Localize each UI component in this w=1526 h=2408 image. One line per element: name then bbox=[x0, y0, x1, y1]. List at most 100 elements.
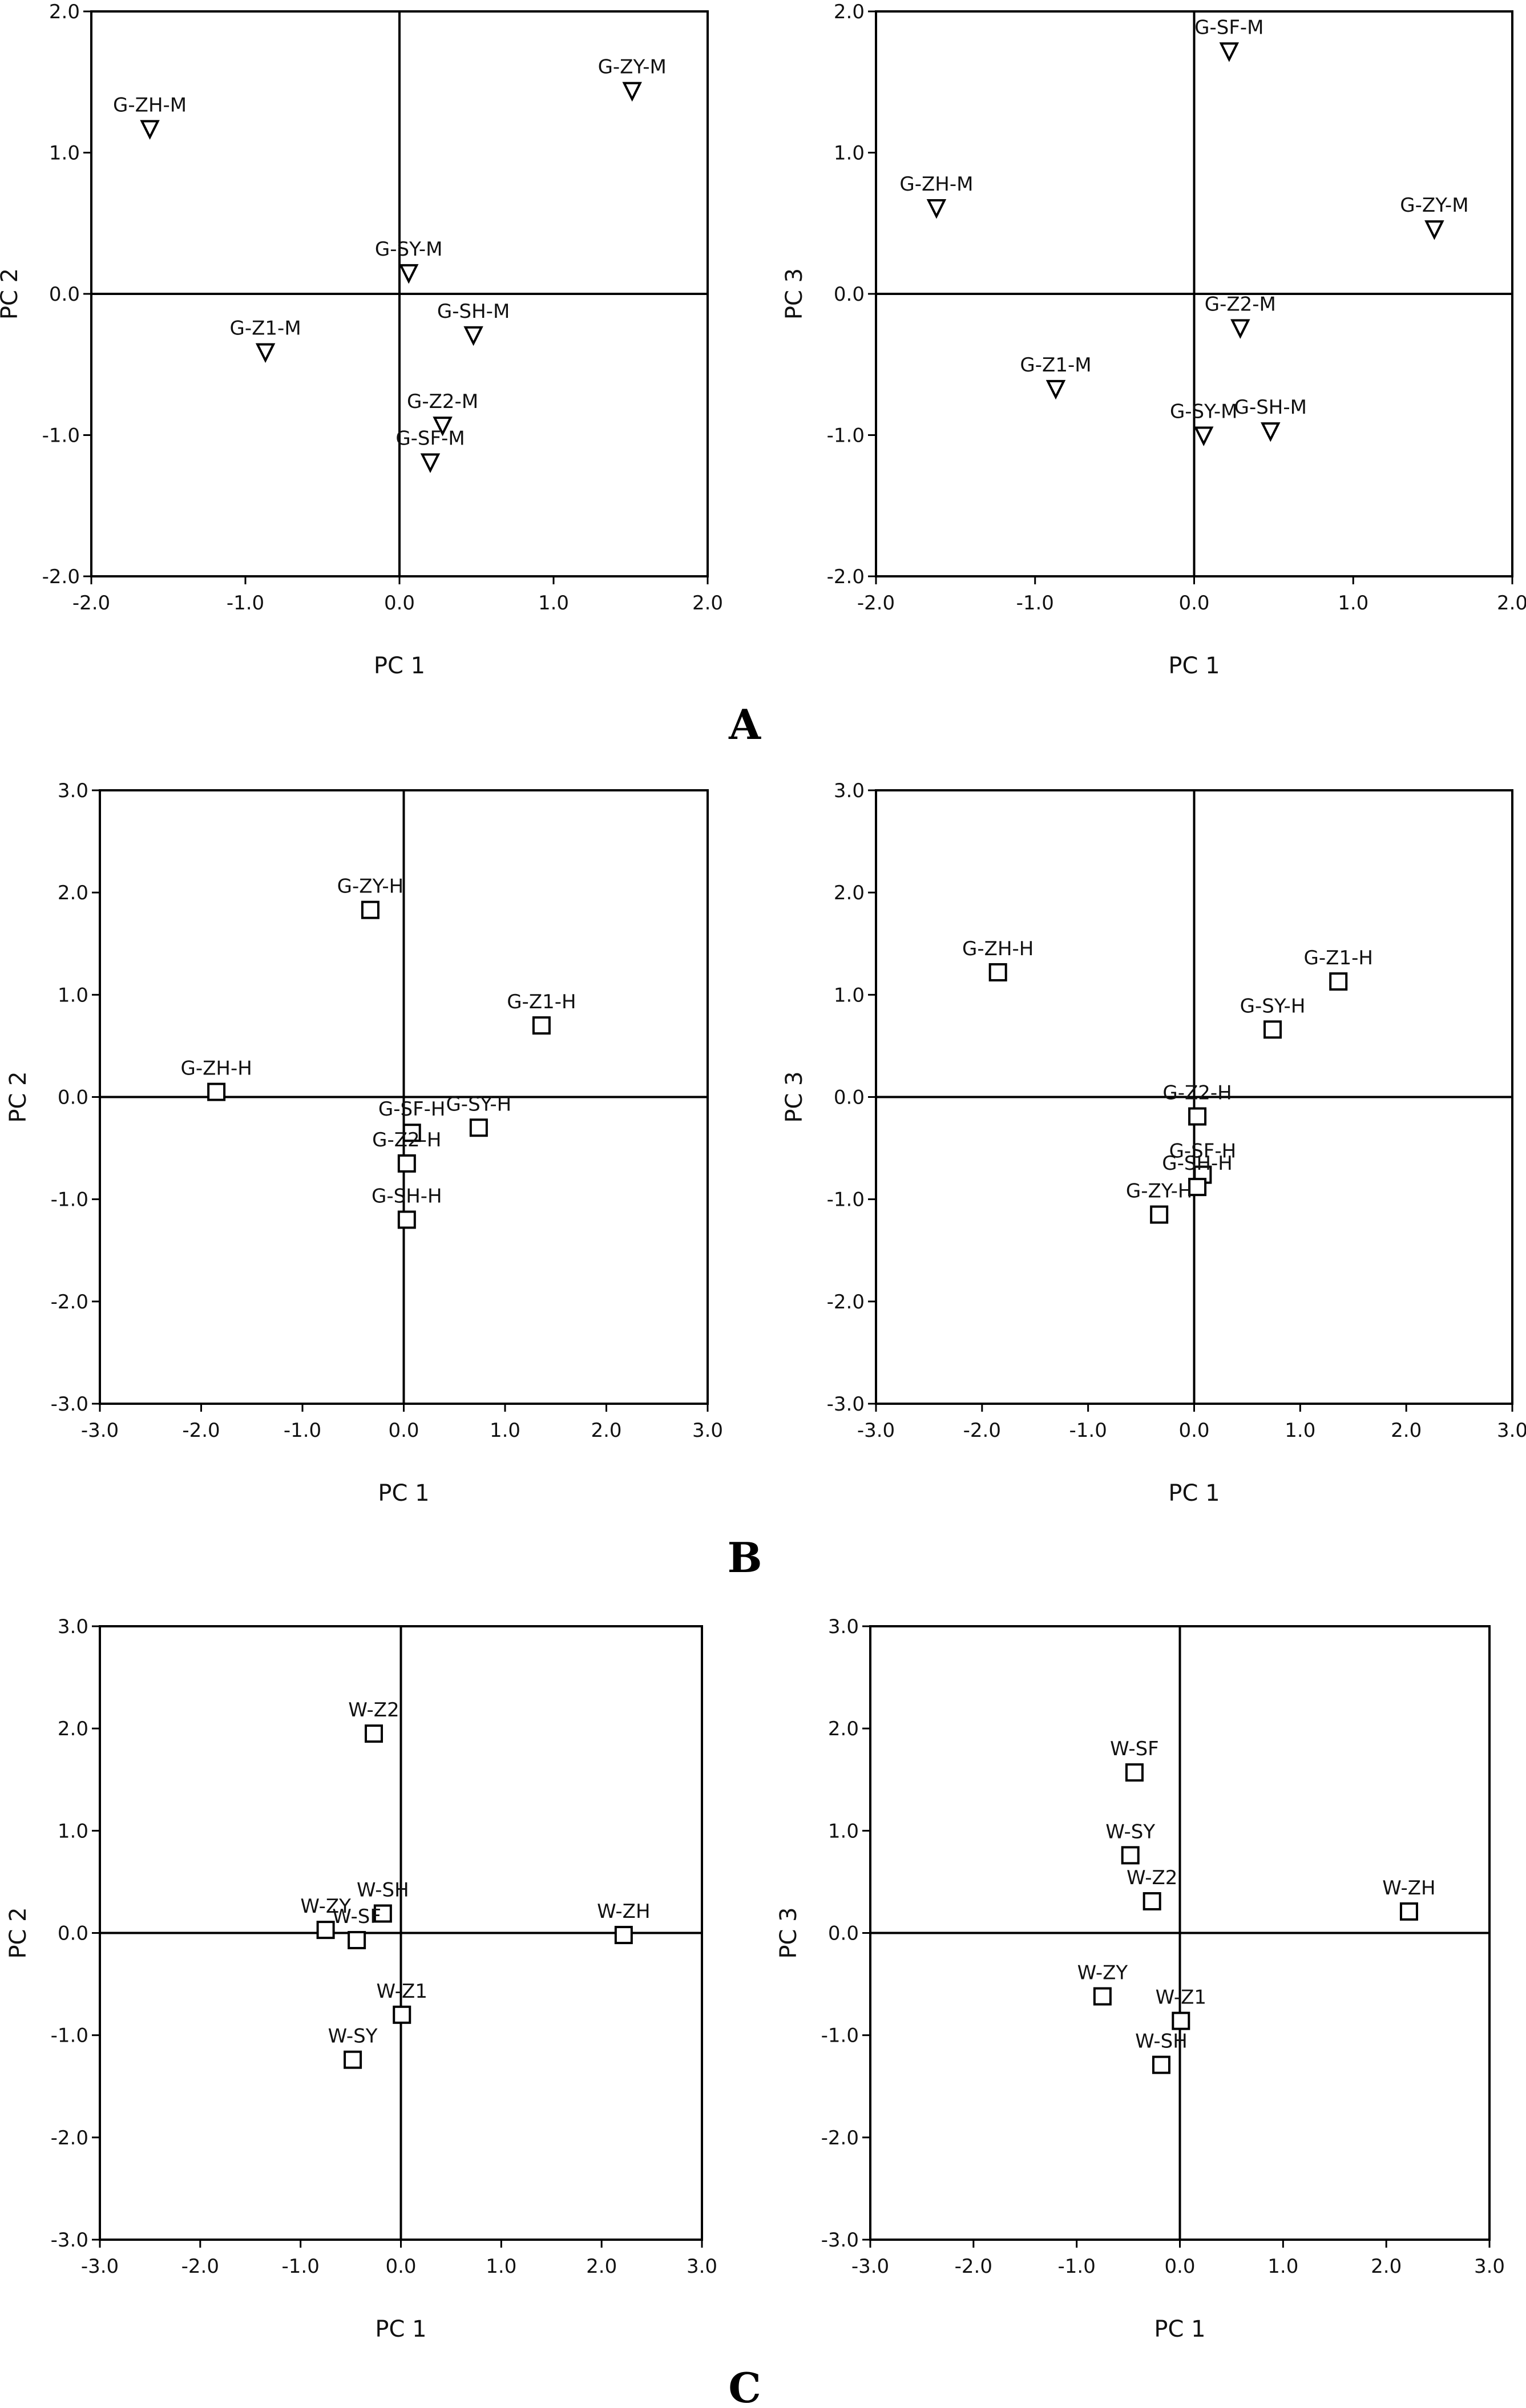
y-tick-label: 1.0 bbox=[834, 142, 865, 165]
x-tick-label: 0.0 bbox=[1164, 2255, 1195, 2278]
x-tick-label: 3.0 bbox=[692, 1419, 723, 1442]
x-tick-label: 0.0 bbox=[384, 592, 415, 615]
data-point-marker bbox=[988, 963, 1007, 981]
data-point-label: W-SH bbox=[1135, 2030, 1188, 2053]
y-tick-label: -2.0 bbox=[827, 565, 865, 588]
data-point-label: G-ZH-H bbox=[180, 1057, 252, 1080]
data-point-label: W-SF bbox=[332, 1905, 381, 1928]
data-point-label: G-ZY-M bbox=[598, 56, 667, 79]
data-point-label: G-SH-M bbox=[437, 300, 510, 323]
data-point-marker bbox=[140, 120, 160, 140]
data-point-label: W-SY bbox=[1105, 1820, 1155, 1843]
data-point-label: G-ZH-M bbox=[113, 94, 187, 116]
y-tick-label: -2.0 bbox=[42, 565, 80, 588]
data-point-label: G-Z2-M bbox=[407, 390, 478, 413]
y-tick-label: 3.0 bbox=[58, 1615, 88, 1638]
data-point-marker bbox=[1152, 2055, 1170, 2074]
y-axis-label: PC 3 bbox=[776, 1907, 802, 1958]
data-point-marker bbox=[361, 900, 380, 919]
data-point-marker bbox=[207, 1082, 226, 1101]
y-tick-label: 0.0 bbox=[834, 283, 865, 306]
y-tick-label: -2.0 bbox=[51, 2127, 88, 2150]
y-axis-label: PC 2 bbox=[5, 1907, 31, 1958]
y-tick-label: 1.0 bbox=[834, 984, 865, 1007]
data-point-marker bbox=[1399, 1902, 1418, 1921]
scatter-plot-2: -2.0 -1.0 0.0 1.0 2.0 -2.0 -1.0 0.0 1.0 2.0 PC 1 PC… bbox=[781, 1, 1526, 679]
scatter-plot-3: -3.0 -2.0 -1.0 0.0 1.0 2.0 3.0 -3.0 -2.0 -1.0 0.0 1… bbox=[5, 779, 723, 1506]
data-point-marker bbox=[1263, 1020, 1282, 1039]
data-point-label: G-ZY-M bbox=[1400, 194, 1468, 217]
data-point-marker bbox=[397, 1210, 416, 1229]
data-point-marker bbox=[1261, 422, 1281, 442]
x-tick-label: -2.0 bbox=[182, 1419, 220, 1442]
data-point-marker bbox=[1125, 1763, 1144, 1782]
y-tick-label: -2.0 bbox=[827, 1291, 865, 1314]
data-point-label: G-SF-M bbox=[1194, 16, 1263, 39]
x-tick-label: -1.0 bbox=[284, 1419, 321, 1442]
panel-letter-c: C bbox=[728, 2363, 761, 2408]
data-point-marker bbox=[1193, 426, 1214, 446]
data-point-label: G-Z2-H bbox=[372, 1129, 441, 1152]
x-axis-label: PC 1 bbox=[1168, 1480, 1220, 1506]
y-tick-label: -1.0 bbox=[51, 1189, 88, 1211]
data-point-marker bbox=[622, 82, 642, 102]
x-tick-label: 2.0 bbox=[586, 2255, 617, 2278]
data-point-label: W-Z2 bbox=[348, 1699, 399, 1722]
y-tick-label: 0.0 bbox=[58, 1086, 88, 1109]
y-tick-label: 2.0 bbox=[49, 1, 80, 23]
data-point-marker bbox=[344, 2050, 362, 2069]
data-point-label: W-Z1 bbox=[1156, 1986, 1206, 2009]
data-point-marker bbox=[532, 1016, 551, 1035]
y-tick-label: 0.0 bbox=[834, 1086, 865, 1109]
data-point-marker bbox=[348, 1931, 366, 1950]
x-axis-label: PC 1 bbox=[378, 1480, 429, 1506]
x-tick-label: 3.0 bbox=[1474, 2255, 1505, 2278]
x-tick-label: 1.0 bbox=[1338, 592, 1368, 615]
y-tick-label: -1.0 bbox=[827, 1189, 865, 1211]
scatter-plot-1: -2.0 -1.0 0.0 1.0 2.0 -2.0 -1.0 0.0 1.0 2.0 PC 1 PC… bbox=[0, 1, 723, 679]
data-point-marker bbox=[469, 1118, 488, 1137]
data-point-label: W-SY bbox=[328, 2025, 378, 2048]
y-tick-label: -3.0 bbox=[827, 1393, 865, 1416]
y-tick-label: 0.0 bbox=[58, 1922, 88, 1945]
data-point-label: G-Z1-H bbox=[1304, 947, 1373, 969]
panel-letter-b: B bbox=[728, 1533, 762, 1582]
x-tick-label: 0.0 bbox=[1178, 1419, 1209, 1442]
x-tick-label: -1.0 bbox=[1069, 1419, 1107, 1442]
data-point-marker bbox=[1230, 319, 1250, 339]
y-tick-label: 0.0 bbox=[49, 283, 80, 306]
data-point-marker bbox=[463, 326, 483, 346]
y-tick-label: 2.0 bbox=[828, 1718, 859, 1740]
x-axis-label: PC 1 bbox=[375, 2316, 426, 2342]
data-point-marker bbox=[398, 264, 419, 284]
data-point-marker bbox=[1143, 1892, 1161, 1910]
data-point-marker bbox=[373, 1904, 392, 1923]
x-tick-label: 2.0 bbox=[692, 592, 723, 615]
scatter-plot-6: -3.0 -2.0 -1.0 0.0 1.0 2.0 3.0 -3.0 -2.0 -1.0 0.0 1… bbox=[776, 1615, 1505, 2342]
y-tick-label: 2.0 bbox=[834, 1, 865, 23]
data-point-label: G-SY-M bbox=[375, 238, 443, 261]
data-point-marker bbox=[1329, 972, 1348, 991]
y-tick-label: 1.0 bbox=[58, 1820, 88, 1843]
y-tick-label: -3.0 bbox=[821, 2229, 859, 2252]
x-tick-label: 3.0 bbox=[1497, 1419, 1526, 1442]
y-tick-label: 3.0 bbox=[828, 1615, 859, 1638]
x-tick-label: -2.0 bbox=[72, 592, 110, 615]
data-point-label: W-Z1 bbox=[377, 1980, 427, 2003]
y-axis-label: PC 2 bbox=[0, 268, 23, 320]
x-tick-label: -2.0 bbox=[181, 2255, 219, 2278]
x-tick-label: 1.0 bbox=[1285, 1419, 1315, 1442]
plot-grid: -2.0 -1.0 0.0 1.0 2.0 -2.0 -1.0 0.0 1.0 2.0 PC 1 PC… bbox=[0, 1, 1526, 2342]
x-axis-label: PC 1 bbox=[1154, 2316, 1205, 2342]
data-point-marker bbox=[1172, 2011, 1190, 2030]
y-tick-label: 1.0 bbox=[58, 984, 88, 1007]
y-tick-label: 2.0 bbox=[834, 882, 865, 904]
data-point-label: G-SF-H bbox=[1169, 1140, 1237, 1163]
x-tick-label: 2.0 bbox=[591, 1419, 621, 1442]
data-point-marker bbox=[397, 1154, 416, 1173]
x-axis-label: PC 1 bbox=[374, 653, 425, 679]
y-axis-label: PC 3 bbox=[781, 268, 808, 320]
y-tick-label: -3.0 bbox=[51, 2229, 88, 2252]
data-point-marker bbox=[255, 343, 276, 363]
